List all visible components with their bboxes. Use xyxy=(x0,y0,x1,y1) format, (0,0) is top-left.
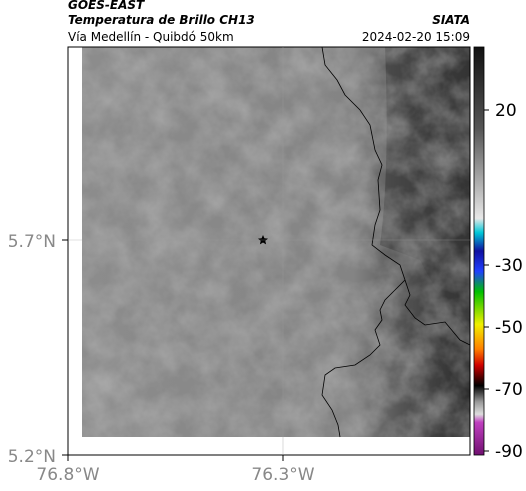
axes: 5.7°N 5.2°N76.8°W 76.3°W 20 -30 -50 -70 -90 xyxy=(8,47,523,485)
timestamp: 2024-02-20 15:09 xyxy=(362,30,470,44)
satellite-image xyxy=(82,47,470,437)
subtitle: Vía Medellín - Quibdó 50km xyxy=(68,30,234,44)
colorbar-label: -30 xyxy=(495,256,523,276)
lon-label: 76.3°W xyxy=(251,465,314,485)
lon-label: 76.8°W xyxy=(36,465,99,485)
colorbar-label: -90 xyxy=(495,442,523,462)
brand: SIATA xyxy=(432,13,470,27)
colorbar-label: -70 xyxy=(495,380,523,400)
lat-label: 5.7°N xyxy=(8,232,56,252)
borders xyxy=(321,46,471,438)
lat-label: 5.2°N xyxy=(8,447,56,467)
title: Temperatura de Brillo CH13 xyxy=(68,13,255,27)
colorbar xyxy=(473,46,485,456)
colorbar-label: 20 xyxy=(495,101,517,121)
colorbar-label: -50 xyxy=(495,318,523,338)
map-frame xyxy=(67,46,471,456)
source: GOES-EAST xyxy=(68,0,145,12)
